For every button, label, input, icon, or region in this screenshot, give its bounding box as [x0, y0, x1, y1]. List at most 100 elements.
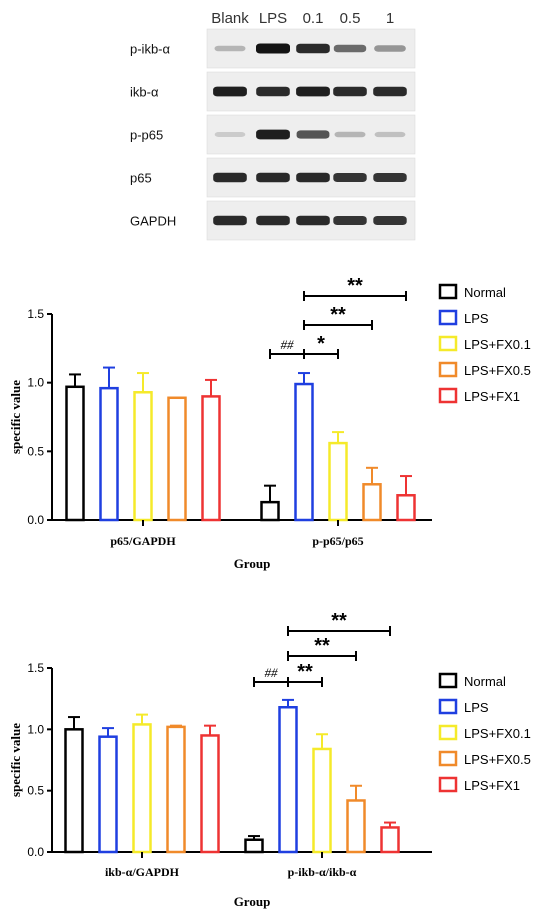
blot-band — [373, 215, 407, 226]
blot-band — [333, 86, 367, 97]
hash-significance-label: ## — [265, 665, 279, 680]
legend-label: LPS+FX1 — [464, 778, 520, 793]
bar-lps-fx0-1 — [328, 441, 348, 522]
western-blot-panel: Blank LPS 0.1 0.5 1 p-ikb-α ikb-α p-p65 p65 GAPDH — [130, 10, 416, 241]
blot-lane-label: p-p65 — [130, 128, 163, 143]
bar-lps — [278, 706, 298, 854]
y-tick-label: 0.5 — [27, 444, 44, 458]
y-tick-label: 0.5 — [27, 784, 44, 798]
bar-lps-fx0-5 — [346, 799, 366, 854]
bar-normal — [244, 838, 264, 854]
blot-column-label: 0.1 — [303, 10, 324, 27]
blot-band — [374, 131, 406, 138]
blot-column-label: 0.5 — [340, 10, 361, 27]
blot-column-label: 1 — [386, 10, 394, 27]
bar-lps-fx0-1 — [312, 747, 332, 854]
bar-lps-fx0-5 — [166, 725, 186, 854]
blot-band — [334, 131, 366, 138]
blot-lane-label: GAPDH — [130, 214, 176, 229]
chart-ikb-ratio: 0.0 0.5 1.0 1.5 specific value ikb-α/GAPDH p-i… — [8, 610, 531, 909]
legend-swatch — [438, 361, 458, 378]
hash-significance-label: ## — [281, 337, 295, 352]
legend-label: LPS+FX0.5 — [464, 363, 531, 378]
blot-band — [296, 215, 330, 226]
legend-swatch — [438, 387, 458, 404]
legend-swatch — [438, 698, 458, 715]
y-tick-label: 1.0 — [27, 376, 44, 390]
legend-label: LPS+FX0.5 — [464, 752, 531, 767]
significance-label: ** — [331, 610, 347, 632]
x-axis-title: Group — [234, 556, 271, 571]
blot-band — [373, 172, 407, 183]
blot-band — [333, 44, 367, 53]
legend-label: LPS+FX0.1 — [464, 337, 531, 352]
blot-band — [296, 43, 330, 54]
x-axis-title: Group — [234, 894, 271, 909]
legend-label: Normal — [464, 285, 506, 300]
blot-column-label: LPS — [259, 10, 287, 27]
blot-band — [213, 86, 247, 97]
blot-band — [256, 129, 290, 140]
y-axis-title: specific value — [8, 380, 23, 454]
blot-band — [296, 172, 330, 183]
legend-swatch — [438, 724, 458, 741]
legend-label: Normal — [464, 674, 506, 689]
blot-band — [256, 43, 290, 54]
bar-lps-fx0-1 — [133, 391, 153, 522]
bar-lps-fx0-5 — [362, 483, 382, 522]
significance-label: * — [317, 333, 325, 355]
legend-swatch — [438, 335, 458, 352]
legend-swatch — [438, 283, 458, 300]
blot-band — [296, 130, 330, 139]
x-category-label: p-p65/p65 — [312, 534, 363, 548]
y-tick-label: 1.5 — [27, 661, 44, 675]
legend-swatch — [438, 776, 458, 793]
significance-label: ** — [314, 635, 330, 657]
blot-band — [256, 86, 290, 97]
bar-lps — [99, 386, 119, 522]
blot-band — [333, 172, 367, 183]
bar-lps-fx0-1 — [132, 723, 152, 854]
bar-lps-fx1 — [396, 494, 416, 522]
x-category-label: p-ikb-α/ikb-α — [288, 865, 357, 879]
y-tick-label: 0.0 — [27, 845, 44, 859]
bar-lps-fx1 — [380, 826, 400, 854]
legend-label: LPS+FX0.1 — [464, 726, 531, 741]
legend-label: LPS — [464, 700, 489, 715]
blot-lane-label: p65 — [130, 171, 152, 186]
y-tick-label: 1.5 — [27, 307, 44, 321]
legend-swatch — [438, 672, 458, 689]
y-axis-title: specific value — [8, 723, 23, 797]
x-category-label: ikb-α/GAPDH — [105, 865, 180, 879]
blot-band — [296, 86, 330, 97]
legend-label: LPS — [464, 311, 489, 326]
blot-band — [213, 215, 247, 226]
y-tick-label: 1.0 — [27, 722, 44, 736]
blot-column-label: Blank — [211, 10, 249, 27]
bar-normal — [260, 500, 280, 522]
chart-p65-ratio: 0.0 0.5 1.0 1.5 specific value p65/GAPDH p-p65… — [8, 275, 531, 571]
bar-lps — [294, 382, 314, 522]
bar-lps — [98, 735, 118, 854]
blot-band — [256, 215, 290, 226]
legend-swatch — [438, 309, 458, 326]
legend-swatch — [438, 750, 458, 767]
blot-band — [333, 215, 367, 226]
bar-lps-fx0-5 — [167, 396, 187, 522]
x-category-label: p65/GAPDH — [110, 534, 176, 548]
significance-label: ** — [297, 661, 313, 683]
blot-lane-label: ikb-α — [130, 85, 159, 100]
blot-band — [214, 45, 246, 52]
blot-band — [214, 132, 246, 137]
blot-band — [374, 45, 406, 52]
bar-normal — [65, 385, 85, 522]
y-tick-label: 0.0 — [27, 513, 44, 527]
significance-label: ** — [347, 275, 363, 297]
blot-band — [256, 172, 290, 183]
bar-normal — [64, 728, 84, 854]
blot-lane-label: p-ikb-α — [130, 42, 171, 57]
legend-label: LPS+FX1 — [464, 389, 520, 404]
significance-label: ** — [330, 304, 346, 326]
bar-lps-fx1 — [200, 734, 220, 854]
blot-band — [213, 172, 247, 183]
